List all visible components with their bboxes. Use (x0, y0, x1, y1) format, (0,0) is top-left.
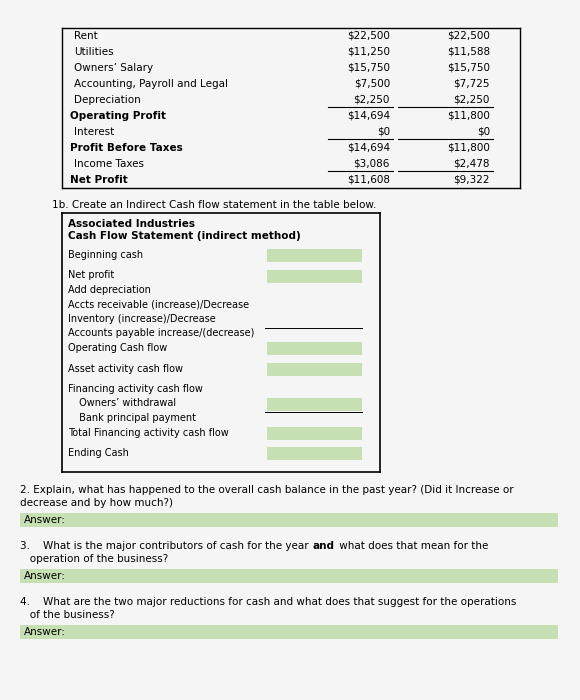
Text: $22,500: $22,500 (447, 31, 490, 41)
Text: Owners’ withdrawal: Owners’ withdrawal (76, 398, 176, 409)
Text: Accts receivable (increase)/Decrease: Accts receivable (increase)/Decrease (68, 300, 249, 309)
Text: Operating Profit: Operating Profit (70, 111, 166, 121)
Text: Utilities: Utilities (74, 47, 114, 57)
Text: $0: $0 (377, 127, 390, 137)
Text: Beginning cash: Beginning cash (68, 250, 143, 260)
Text: and: and (313, 541, 335, 551)
Text: what does that mean for the: what does that mean for the (336, 541, 488, 551)
Text: Ending Cash: Ending Cash (68, 448, 129, 458)
Text: 3.    What is the major contributors of cash for the year: 3. What is the major contributors of cas… (20, 541, 312, 551)
Text: Asset activity cash flow: Asset activity cash flow (68, 363, 183, 374)
Text: $2,478: $2,478 (454, 159, 490, 169)
Bar (20, 513, 558, 527)
Text: Add depreciation: Add depreciation (68, 285, 151, 295)
Text: $2,250: $2,250 (354, 95, 390, 105)
Text: $11,588: $11,588 (447, 47, 490, 57)
Text: Accounts payable increase/(decrease): Accounts payable increase/(decrease) (68, 328, 255, 339)
Bar (267, 342, 362, 355)
Text: 2. Explain, what has happened to the overall cash balance in the past year? (Did: 2. Explain, what has happened to the ove… (20, 485, 514, 495)
Text: Financing activity cash flow: Financing activity cash flow (68, 384, 203, 394)
Bar (267, 363, 362, 375)
Text: Answer:: Answer: (24, 571, 66, 581)
Text: Net profit: Net profit (68, 270, 114, 281)
Text: operation of the business?: operation of the business? (20, 554, 168, 564)
Bar (20, 569, 558, 583)
Bar (267, 447, 362, 460)
Text: $7,500: $7,500 (354, 79, 390, 89)
Bar (20, 625, 558, 639)
Text: $15,750: $15,750 (347, 63, 390, 73)
Text: Depreciation: Depreciation (74, 95, 141, 105)
Bar (267, 249, 362, 262)
Text: $11,800: $11,800 (447, 143, 490, 153)
Text: $11,800: $11,800 (447, 111, 490, 121)
Bar (267, 398, 362, 410)
Text: Operating Cash flow: Operating Cash flow (68, 343, 167, 353)
Text: Rent: Rent (74, 31, 98, 41)
Text: Answer:: Answer: (24, 515, 66, 525)
Text: Owners’ Salary: Owners’ Salary (74, 63, 153, 73)
Text: Answer:: Answer: (24, 627, 66, 637)
Text: $0: $0 (477, 127, 490, 137)
Text: Total Financing activity cash flow: Total Financing activity cash flow (68, 428, 229, 438)
Bar (267, 270, 362, 283)
Text: $22,500: $22,500 (347, 31, 390, 41)
Text: 4.    What are the two major reductions for cash and what does that suggest for : 4. What are the two major reductions for… (20, 597, 516, 607)
Text: $3,086: $3,086 (354, 159, 390, 169)
Text: $7,725: $7,725 (454, 79, 490, 89)
Text: Interest: Interest (74, 127, 114, 137)
Text: 1b. Create an Indirect Cash flow statement in the table below.: 1b. Create an Indirect Cash flow stateme… (52, 200, 376, 210)
Text: Profit Before Taxes: Profit Before Taxes (70, 143, 183, 153)
Bar (267, 426, 362, 440)
Text: Income Taxes: Income Taxes (74, 159, 144, 169)
Text: Associated Industries: Associated Industries (68, 219, 195, 229)
Text: Bank principal payment: Bank principal payment (76, 413, 196, 423)
Text: $9,322: $9,322 (454, 175, 490, 185)
Text: Inventory (increase)/Decrease: Inventory (increase)/Decrease (68, 314, 216, 324)
Text: $2,250: $2,250 (454, 95, 490, 105)
Text: $11,608: $11,608 (347, 175, 390, 185)
Text: decrease and by how much?): decrease and by how much?) (20, 498, 173, 508)
Text: $15,750: $15,750 (447, 63, 490, 73)
Text: Accounting, Payroll and Legal: Accounting, Payroll and Legal (74, 79, 228, 89)
Text: Net Profit: Net Profit (70, 175, 128, 185)
Text: Cash Flow Statement (indirect method): Cash Flow Statement (indirect method) (68, 231, 301, 241)
Text: $14,694: $14,694 (347, 111, 390, 121)
Text: $14,694: $14,694 (347, 143, 390, 153)
Text: of the business?: of the business? (20, 610, 115, 620)
Text: $11,250: $11,250 (347, 47, 390, 57)
